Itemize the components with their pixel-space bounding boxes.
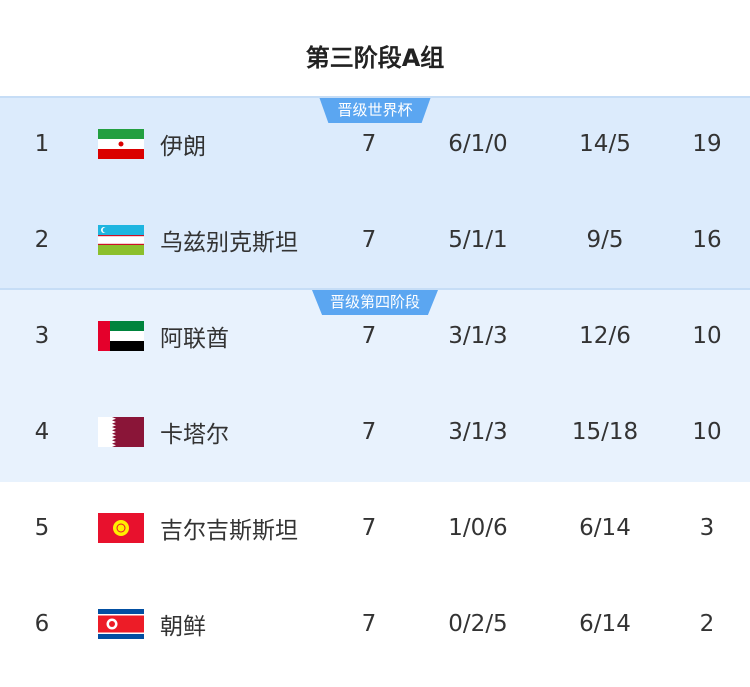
table-row[interactable]: 1 伊朗 7 6/1/0 14/5 19 — [0, 96, 750, 192]
uzbekistan-flag — [98, 225, 144, 255]
uae-flag — [98, 321, 144, 351]
goals: 6/14 — [579, 611, 631, 637]
points: 3 — [699, 515, 715, 541]
played: 7 — [361, 131, 377, 157]
rank: 5 — [34, 515, 50, 541]
rank: 6 — [34, 611, 50, 637]
table-row[interactable]: 2 乌兹别克斯坦 7 5/1/1 9/5 16 — [0, 192, 750, 288]
zone-fourth-stage: 晋级第四阶段 — [0, 288, 750, 482]
team-name: 卡塔尔 — [160, 422, 229, 448]
win-draw-loss: 3/1/3 — [448, 419, 508, 445]
played: 7 — [361, 611, 377, 637]
rank: 4 — [34, 419, 50, 445]
rank: 1 — [34, 131, 50, 157]
win-draw-loss: 6/1/0 — [448, 131, 508, 157]
played: 7 — [361, 419, 377, 445]
rank: 3 — [34, 323, 50, 349]
rank: 2 — [34, 227, 50, 253]
win-draw-loss: 3/1/3 — [448, 323, 508, 349]
team-name: 伊朗 — [160, 134, 206, 160]
points: 10 — [692, 419, 722, 445]
points: 16 — [692, 227, 722, 253]
played: 7 — [361, 227, 377, 253]
team-name: 阿联酋 — [160, 326, 229, 352]
table-row[interactable]: 6 朝鲜 7 0/2/5 6/14 2 — [0, 576, 750, 672]
zone-badge: 晋级第四阶段 — [311, 290, 439, 315]
goals: 6/14 — [579, 515, 631, 541]
points: 10 — [692, 323, 722, 349]
goals: 12/6 — [579, 323, 631, 349]
win-draw-loss: 5/1/1 — [448, 227, 508, 253]
north-korea-flag — [98, 609, 144, 639]
iran-flag — [98, 129, 144, 159]
goals: 9/5 — [586, 227, 624, 253]
zone-badge: 晋级世界杯 — [319, 98, 431, 123]
points: 19 — [692, 131, 722, 157]
win-draw-loss: 1/0/6 — [448, 515, 508, 541]
table-row[interactable]: 3 阿联酋 7 3/1/3 12/6 10 — [0, 288, 750, 384]
table-row[interactable]: 5 吉尔吉斯斯坦 7 1/0/6 6/14 3 — [0, 480, 750, 576]
played: 7 — [361, 323, 377, 349]
zone-world-cup: 晋级世界杯 — [0, 96, 750, 290]
kyrgyzstan-flag — [98, 513, 144, 543]
played: 7 — [361, 515, 377, 541]
team-name: 朝鲜 — [160, 614, 206, 640]
points: 2 — [699, 611, 715, 637]
team-name: 吉尔吉斯斯坦 — [160, 518, 298, 544]
win-draw-loss: 0/2/5 — [448, 611, 508, 637]
team-name: 乌兹别克斯坦 — [160, 230, 298, 256]
qatar-flag — [98, 417, 144, 447]
table-row[interactable]: 4 卡塔尔 7 3/1/3 15/18 10 — [0, 384, 750, 480]
goals: 15/18 — [571, 419, 639, 445]
goals: 14/5 — [579, 131, 631, 157]
page-title: 第三阶段A组 — [305, 44, 445, 72]
